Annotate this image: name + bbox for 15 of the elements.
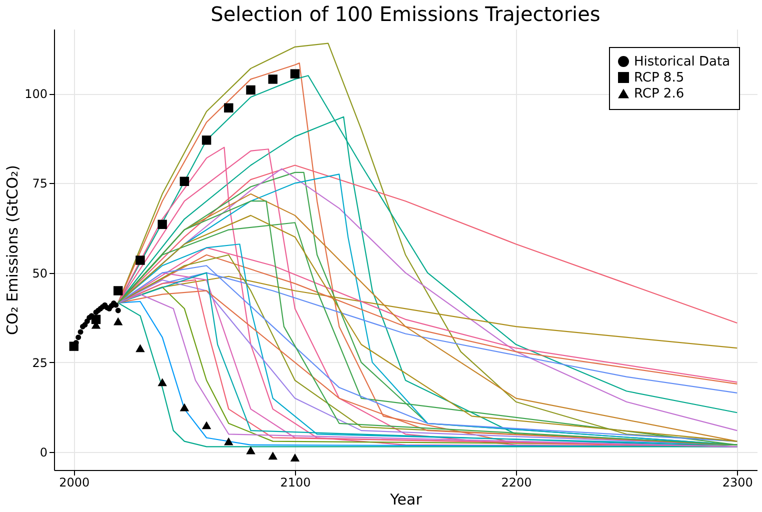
- y-axis-title: CO₂ Emissions (GtCO₂): [4, 165, 22, 335]
- y-tick-label: 75: [32, 176, 48, 191]
- chart-title: Selection of 100 Emissions Trajectories: [210, 2, 600, 26]
- y-tick-label: 100: [24, 87, 48, 102]
- legend-label: Historical Data: [634, 54, 730, 70]
- x-tick-label: 2200: [501, 476, 532, 490]
- x-tick-label: 2100: [280, 476, 311, 490]
- x-tick-label: 2300: [722, 476, 753, 490]
- x-axis-title: Year: [389, 490, 423, 508]
- y-tick-label: 50: [32, 266, 48, 280]
- legend-label: RCP 8.5: [634, 70, 684, 86]
- y-tick-label: 0: [40, 446, 48, 460]
- legend-label: RCP 2.6: [634, 86, 684, 102]
- x-tick-label: 2000: [59, 476, 90, 490]
- y-tick-label: 25: [32, 356, 48, 370]
